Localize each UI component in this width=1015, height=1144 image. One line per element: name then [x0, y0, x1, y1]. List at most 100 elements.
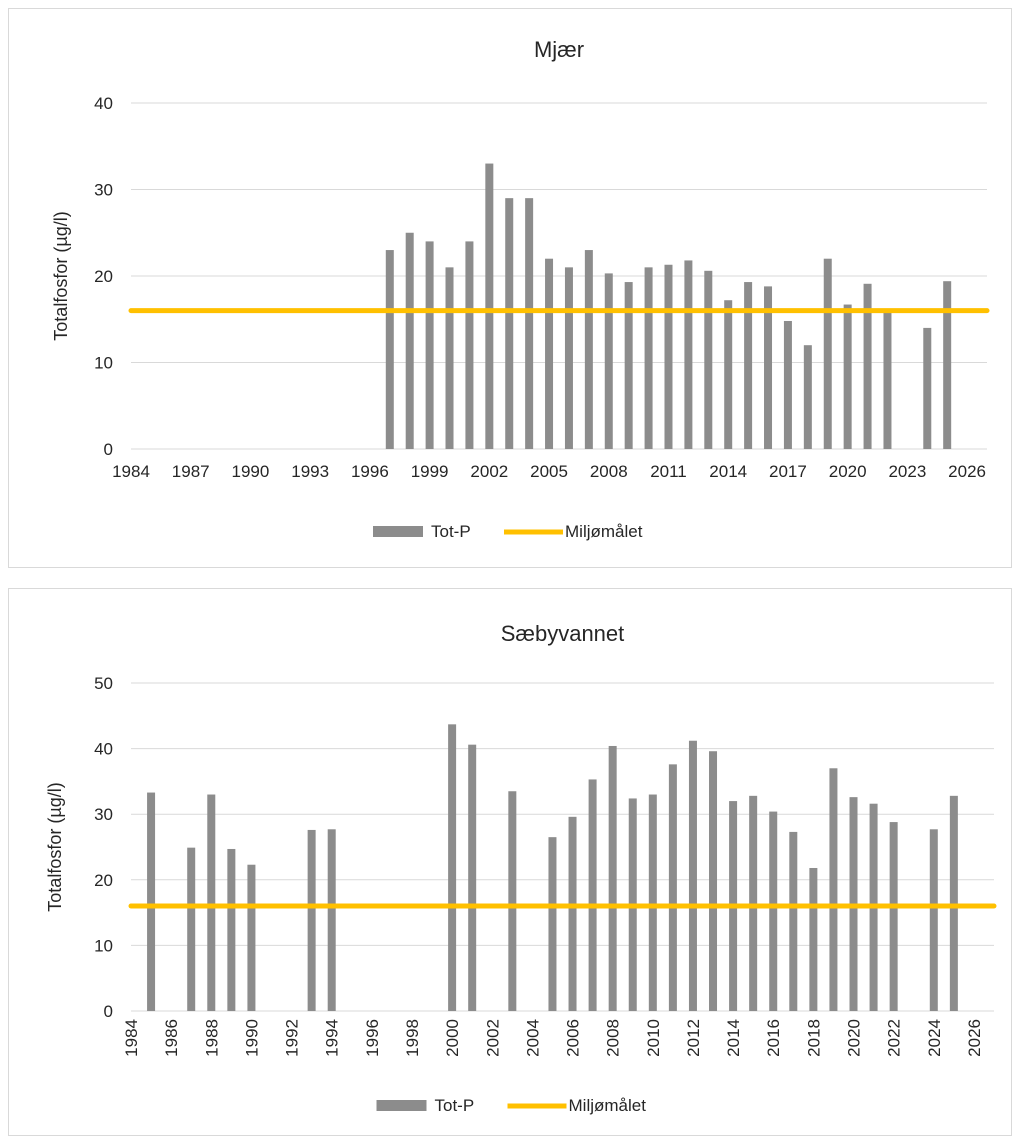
- legend-label-line: Miljømålet: [565, 522, 643, 541]
- bar: [227, 848, 236, 1011]
- x-tick-label: 2010: [644, 1019, 663, 1057]
- bar: [709, 751, 718, 1011]
- x-tick-label: 1996: [351, 462, 389, 481]
- bar: [764, 286, 773, 449]
- x-tick-label: 2016: [764, 1019, 783, 1057]
- bar: [608, 745, 617, 1011]
- bar: [949, 795, 958, 1011]
- bar: [448, 724, 457, 1011]
- x-tick-label: 2012: [684, 1019, 703, 1057]
- x-tick-label: 2022: [885, 1019, 904, 1057]
- bar: [648, 794, 657, 1011]
- x-tick-label: 2002: [470, 462, 508, 481]
- y-tick-label: 40: [94, 740, 113, 759]
- bar: [207, 794, 216, 1011]
- bar: [147, 792, 156, 1011]
- bar: [307, 829, 316, 1011]
- x-tick-label: 2011: [650, 462, 687, 481]
- bar: [724, 300, 733, 449]
- bar: [668, 764, 677, 1011]
- bar: [943, 281, 952, 449]
- x-tick-label: 1987: [172, 462, 210, 481]
- chart-title: Sæbyvannet: [501, 621, 625, 646]
- bar: [564, 267, 573, 449]
- y-tick-label: 10: [94, 354, 113, 373]
- y-tick-label: 20: [94, 267, 113, 286]
- x-tick-label: 2023: [888, 462, 926, 481]
- chart-mjaer: Mjær 0 10 20 30 40 Totalfosfor (µg/l) 1984 1987 1…: [51, 37, 990, 541]
- x-tick-label: 2020: [845, 1019, 864, 1057]
- x-tick-label: 1990: [232, 462, 270, 481]
- y-axis-label: Totalfosfor (µg/l): [51, 211, 71, 340]
- x-tick-label: 1984: [112, 462, 150, 481]
- bar: [385, 250, 394, 449]
- chart-saebyvannet: Sæbyvannet 0 10 20 30 40 50 Totalfosfor (µg/l) 1…: [45, 621, 997, 1115]
- legend-swatch-bar: [373, 526, 423, 537]
- bar: [505, 198, 514, 449]
- x-tick-label: 2008: [590, 462, 628, 481]
- bar: [508, 791, 517, 1011]
- bar: [468, 744, 477, 1011]
- x-tick-label: 2014: [724, 1019, 743, 1057]
- bar: [863, 283, 872, 449]
- bar: [525, 198, 534, 449]
- bar: [425, 241, 434, 449]
- x-tick-label: 1998: [403, 1019, 422, 1057]
- x-tick-label: 2026: [965, 1019, 984, 1057]
- bar: [327, 829, 336, 1011]
- bar: [823, 258, 832, 449]
- x-tick-label: 2008: [604, 1019, 623, 1057]
- x-tick-label: 1992: [283, 1019, 302, 1057]
- bar: [465, 241, 474, 449]
- bar: [664, 264, 673, 449]
- bar: [769, 811, 778, 1011]
- y-tick-label: 0: [104, 1002, 113, 1021]
- y-tick-label: 0: [104, 440, 113, 459]
- legend-label-bar: Tot-P: [431, 522, 471, 541]
- x-tick-label: 1999: [411, 462, 449, 481]
- x-tick-label: 2014: [709, 462, 747, 481]
- bar: [684, 260, 693, 449]
- bar: [704, 270, 713, 449]
- x-tick-label: 1988: [202, 1019, 221, 1057]
- x-tick-label: 2004: [523, 1019, 542, 1057]
- bar: [883, 310, 892, 449]
- x-tick-label: 2002: [483, 1019, 502, 1057]
- y-tick-label: 10: [94, 936, 113, 955]
- bar: [803, 345, 812, 449]
- y-tick-label: 40: [94, 94, 113, 113]
- bar: [588, 779, 597, 1011]
- x-tick-label: 2026: [948, 462, 986, 481]
- bar: [789, 831, 798, 1011]
- bar: [929, 829, 938, 1011]
- bar: [568, 816, 577, 1011]
- chart-title: Mjær: [534, 37, 584, 62]
- bar: [405, 232, 414, 449]
- x-tick-label: 2005: [530, 462, 568, 481]
- x-tick-label: 1984: [122, 1019, 141, 1057]
- x-tick-label: 2000: [443, 1019, 462, 1057]
- x-tick-label: 1993: [291, 462, 329, 481]
- bar: [247, 864, 256, 1011]
- bar: [548, 837, 557, 1011]
- x-tick-label: 2017: [769, 462, 807, 481]
- x-tick-label: 1996: [363, 1019, 382, 1057]
- x-tick-label: 1990: [242, 1019, 261, 1057]
- y-tick-label: 20: [94, 871, 113, 890]
- bar: [889, 822, 898, 1011]
- bar: [688, 740, 697, 1011]
- bar: [485, 163, 494, 450]
- bar: [584, 250, 593, 449]
- bar: [624, 282, 633, 449]
- y-axis-label: Totalfosfor (µg/l): [45, 782, 65, 911]
- x-tick-label: 1994: [323, 1019, 342, 1057]
- y-tick-label: 50: [94, 674, 113, 693]
- x-tick-label: 1986: [162, 1019, 181, 1057]
- x-tick-label: 2018: [804, 1019, 823, 1057]
- bar: [809, 867, 818, 1011]
- legend-swatch-bar: [376, 1100, 427, 1111]
- bar: [644, 267, 653, 449]
- chart-panel-mjaer: Mjær 0 10 20 30 40 Totalfosfor (µg/l) 1984 1987 1…: [8, 8, 1012, 568]
- bar: [829, 768, 838, 1011]
- legend-label-bar: Tot-P: [435, 1096, 475, 1115]
